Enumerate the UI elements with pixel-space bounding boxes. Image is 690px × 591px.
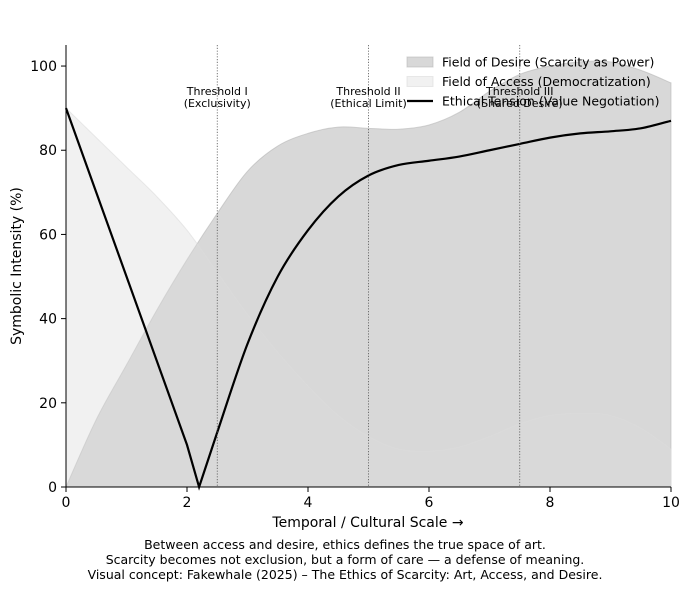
- caption-line-3: Visual concept: Fakewhale (2025) – The E…: [87, 567, 603, 582]
- threshold-sublabel-2: (Ethical Limit): [330, 97, 406, 110]
- y-tick-label-80: 80: [39, 143, 57, 159]
- y-tick-label-100: 100: [30, 59, 57, 75]
- threshold-label-3: Threshold III: [485, 85, 553, 98]
- threshold-sublabel-3: (Shared Desire): [477, 97, 563, 110]
- y-tick-label-60: 60: [39, 227, 57, 243]
- x-tick-label-2: 2: [183, 495, 192, 511]
- line-series-2: [64, 107, 672, 491]
- x-tick-label-0: 0: [62, 495, 71, 511]
- x-axis-label: Temporal / Cultural Scale →: [271, 515, 463, 531]
- area-series-0: [65, 60, 672, 488]
- legend-label-0: Field of Desire (Scarcity as Power): [442, 55, 654, 70]
- threshold-label-1: Threshold I: [186, 85, 248, 98]
- threshold-label-2: Threshold II: [335, 85, 400, 98]
- caption-line-1: Between access and desire, ethics define…: [144, 537, 546, 552]
- y-tick-label-40: 40: [39, 312, 57, 328]
- thresholds: Threshold I(Exclusivity) Threshold II(Eth…: [184, 45, 563, 487]
- legend-label-1: Field of Access (Democratization): [442, 74, 651, 89]
- x-tick-label-10: 10: [662, 495, 680, 511]
- threshold-sublabel-1: (Exclusivity): [184, 97, 251, 110]
- y-tick-label-20: 20: [39, 396, 57, 412]
- caption: Between access and desire, ethics define…: [0, 537, 690, 582]
- legend-swatch-0: [406, 56, 434, 68]
- legend-swatch-1: [406, 76, 434, 87]
- legend-label-2: Ethical Tension (Value Negotiation): [442, 94, 659, 109]
- y-axis-label: Symbolic Intensity (%): [9, 187, 25, 345]
- caption-line-2: Scarcity becomes not exclusion, but a fo…: [105, 552, 585, 567]
- chart: Threshold I(Exclusivity) Threshold II(Eth…: [9, 45, 680, 531]
- x-tick-label-4: 4: [304, 495, 313, 511]
- legend: Field of Desire (Scarcity as Power) Field…: [406, 55, 659, 109]
- x-tick-label-8: 8: [546, 495, 555, 511]
- x-tick-label-6: 6: [425, 495, 434, 511]
- y-tick-label-0: 0: [48, 480, 57, 496]
